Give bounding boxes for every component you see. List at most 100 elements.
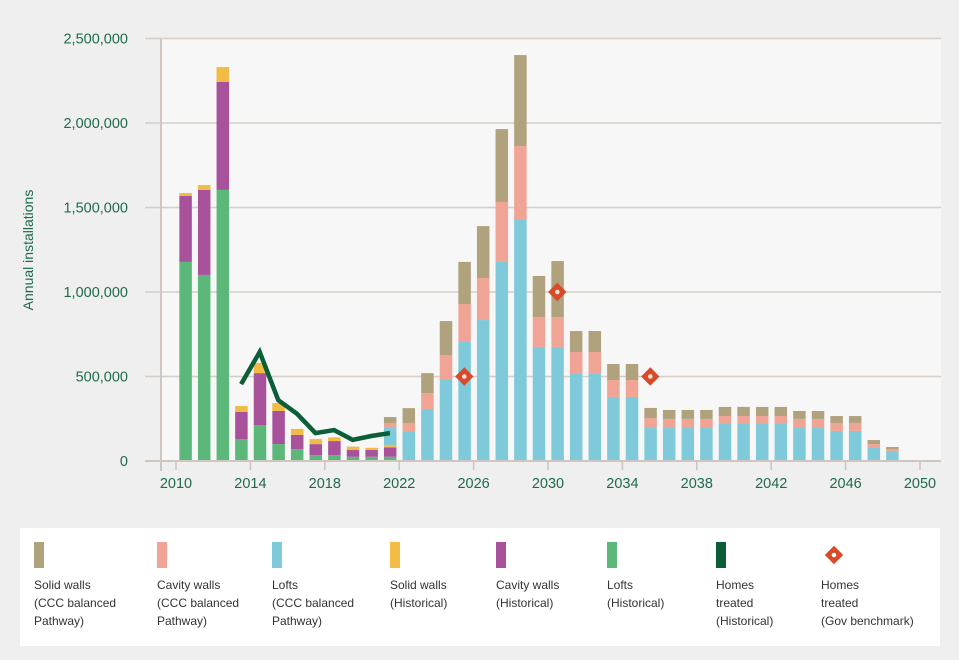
historical-bar-cavity-walls-historical-2012: [216, 81, 230, 190]
pathway-bar-cavity-walls-ccc-balanced-pathway-2041: [755, 416, 769, 424]
x-tick-label: 2026: [457, 476, 489, 492]
historical-bar-lofts-historical-2015: [272, 444, 285, 461]
historical-bar-lofts-historical-2016: [290, 449, 304, 461]
legend-label: Cavity walls (CCC balanced Pathway): [157, 578, 240, 628]
pathway-bar-lofts-ccc-balanced-pathway-2022: [402, 431, 416, 461]
pathway-bar-cavity-walls-ccc-balanced-pathway-2022: [402, 422, 416, 432]
pathway-bar-cavity-walls-ccc-balanced-pathway-2046: [848, 422, 862, 431]
pathway-bar-lofts-ccc-balanced-pathway-2026: [476, 320, 490, 461]
pathway-bar-cavity-walls-ccc-balanced-pathway-2033: [607, 380, 620, 397]
pathway-bar-cavity-walls-ccc-balanced-pathway-2045: [830, 422, 843, 431]
pathway-bar-lofts-ccc-balanced-pathway-2037: [681, 428, 695, 461]
pathway-bar-cavity-walls-ccc-balanced-pathway-2030: [551, 317, 564, 347]
x-tick-label: 2030: [532, 476, 564, 492]
pathway-bar-lofts-ccc-balanced-pathway-2043: [793, 428, 806, 461]
pathway-bar-solid-walls-ccc-balanced-pathway-2029: [532, 275, 546, 318]
historical-bar-solid-walls-historical-2016: [290, 428, 304, 435]
homes-treated-historical-line: [239, 346, 391, 443]
y-tick-label: 500,000: [76, 370, 128, 386]
pathway-bar-lofts-ccc-balanced-pathway-2040: [737, 423, 750, 461]
pathway-bar-lofts-ccc-balanced-pathway-2023: [421, 408, 434, 461]
x-tick-label: 2050: [904, 476, 936, 492]
x-tick-label: 2014: [234, 476, 266, 492]
y-tick-label: 0: [120, 454, 128, 470]
pathway-bar-lofts-ccc-balanced-pathway-2029: [532, 346, 546, 461]
gov-benchmark-marker-2035: [641, 367, 660, 386]
historical-bar-cavity-walls-historical-2017: [309, 444, 323, 456]
historical-bar-cavity-walls-historical-2013: [235, 411, 248, 440]
x-tick-label: 2046: [829, 476, 861, 492]
pathway-bar-cavity-walls-ccc-balanced-pathway-2026: [476, 277, 490, 321]
pathway-bar-lofts-ccc-balanced-pathway-2032: [588, 373, 602, 461]
pathway-bar-lofts-ccc-balanced-pathway-2042: [774, 423, 788, 461]
pathway-bar-solid-walls-ccc-balanced-pathway-2046: [848, 416, 862, 423]
pathway-bar-solid-walls-ccc-balanced-pathway-2032: [588, 331, 602, 352]
historical-bar-cavity-walls-historical-2018: [328, 441, 341, 456]
pathway-bar-lofts-ccc-balanced-pathway-2046: [848, 430, 862, 461]
x-tick-label: 2010: [160, 476, 192, 492]
historical-bar-solid-walls-historical-2013: [235, 406, 248, 412]
pathway-bar-lofts-ccc-balanced-pathway-2030: [551, 346, 564, 461]
pathway-bar-cavity-walls-ccc-balanced-pathway-2042: [774, 416, 788, 424]
legend-item: Lofts (Historical): [607, 542, 727, 612]
pathway-bar-solid-walls-ccc-balanced-pathway-2038: [700, 409, 713, 419]
historical-bar-solid-walls-historical-2017: [309, 439, 323, 445]
pathway-bar-lofts-ccc-balanced-pathway-2025: [458, 342, 471, 461]
legend-label: Solid walls (CCC balanced Pathway): [34, 578, 117, 628]
pathway-bar-lofts-ccc-balanced-pathway-2027: [495, 261, 509, 461]
plot-area: [161, 39, 941, 461]
y-tick-label: 1,500,000: [63, 201, 128, 217]
pathway-bar-solid-walls-ccc-balanced-pathway-2035: [644, 407, 657, 419]
pathway-bar-solid-walls-ccc-balanced-pathway-2023: [421, 373, 434, 394]
historical-bar-cavity-walls-historical-2010: [179, 196, 192, 262]
legend-label: Solid walls (Historical): [390, 578, 448, 610]
chart: 0 500,000 1,000,000 1,500,000 2,000,000 2,500…: [20, 32, 941, 492]
pathway-bar-solid-walls-ccc-balanced-pathway-2039: [718, 406, 732, 417]
historical-bar-cavity-walls-historical-2020: [365, 450, 378, 457]
historical-bar-lofts-historical-2012: [216, 189, 230, 461]
pathway-bar-solid-walls-ccc-balanced-pathway-2033: [607, 363, 620, 381]
legend-item: Lofts (CCC balanced Pathway): [272, 542, 392, 630]
y-axis-ticks: 0 500,000 1,000,000 1,500,000 2,000,000 2,500…: [63, 32, 128, 471]
pathway-bar-lofts-ccc-balanced-pathway-2024: [439, 379, 453, 461]
pathway-bar-solid-walls-ccc-balanced-pathway-2043: [793, 410, 806, 419]
pathway-bar-cavity-walls-ccc-balanced-pathway-2039: [718, 416, 732, 424]
legend-item: Cavity walls (Historical): [496, 542, 616, 612]
pathway-bar-cavity-walls-ccc-balanced-pathway-2023: [421, 393, 434, 409]
legend-swatch: [716, 542, 726, 568]
legend-label: Homes treated (Historical): [716, 578, 774, 628]
legend-swatch: [607, 542, 617, 568]
pathway-bar-lofts-ccc-balanced-pathway-2048: [886, 451, 899, 461]
pathway-bar-solid-walls-ccc-balanced-pathway-2036: [662, 409, 676, 419]
pathway-bar-cavity-walls-ccc-balanced-pathway-2038: [700, 418, 713, 429]
historical-bar-cavity-walls-historical-2016: [290, 434, 304, 450]
historical-bar-lofts-historical-2021: [383, 456, 397, 461]
legend-item: Solid walls (CCC balanced Pathway): [34, 542, 154, 630]
pathway-bar-lofts-ccc-balanced-pathway-2034: [625, 396, 639, 461]
pathway-bar-cavity-walls-ccc-balanced-pathway-2029: [532, 317, 546, 347]
historical-bar-cavity-walls-historical-2021: [383, 447, 397, 457]
pathway-bar-solid-walls-ccc-balanced-pathway-2022: [402, 408, 416, 423]
historical-bar-cavity-walls-historical-2015: [272, 410, 285, 445]
historical-bar-lofts-historical-2010: [179, 261, 192, 461]
pathway-bar-solid-walls-ccc-balanced-pathway-2031: [569, 331, 583, 352]
pathway-bar-cavity-walls-ccc-balanced-pathway-2036: [662, 418, 676, 429]
historical-bar-solid-walls-historical-2015: [272, 403, 285, 411]
gov-benchmark-marker-2030: [548, 282, 567, 302]
pathway-bar-solid-walls-ccc-balanced-pathway-2042: [774, 406, 788, 417]
historical-bar-cavity-walls-historical-2014: [253, 373, 267, 426]
legend-swatch: [496, 542, 506, 568]
gov-benchmark-marker-2025: [455, 367, 474, 386]
gov-benchmark-markers: [455, 282, 660, 386]
pathway-bar-cavity-walls-ccc-balanced-pathway-2043: [793, 418, 806, 429]
historical-bar-lofts-historical-2017: [309, 455, 323, 461]
pathway-bar-solid-walls-ccc-balanced-pathway-2047: [867, 440, 881, 445]
pathway-bar-solid-walls-ccc-balanced-pathway-2021: [383, 417, 397, 423]
x-tick-label: 2042: [755, 476, 787, 492]
pathway-bar-lofts-ccc-balanced-pathway-2031: [569, 373, 583, 461]
pathway-bar-cavity-walls-ccc-balanced-pathway-2031: [569, 351, 583, 374]
axes: [145, 39, 941, 471]
pathway-bar-lofts-ccc-balanced-pathway-2028: [514, 220, 527, 461]
pathway-bar-cavity-walls-ccc-balanced-pathway-2037: [681, 418, 695, 429]
pathway-bar-solid-walls-ccc-balanced-pathway-2037: [681, 409, 695, 419]
